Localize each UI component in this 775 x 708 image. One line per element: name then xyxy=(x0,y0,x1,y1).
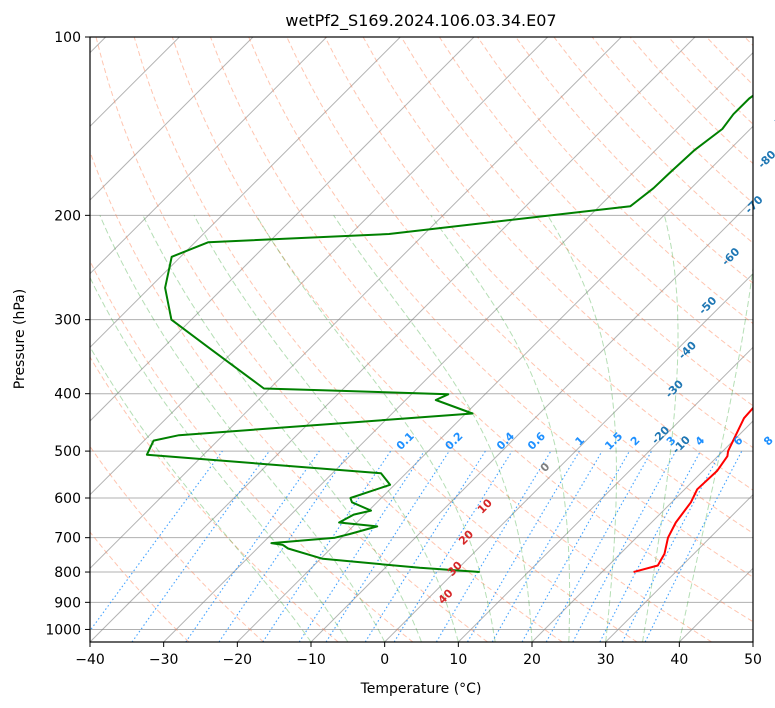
isotherm-line xyxy=(90,37,328,275)
x-tick-label: 30 xyxy=(597,652,615,668)
isotherm-line xyxy=(310,199,753,642)
x-tick-label: −20 xyxy=(223,652,253,668)
isotherm-line xyxy=(163,51,753,642)
moist-adiabat-line xyxy=(333,215,533,642)
mixing-ratio-line xyxy=(90,450,223,632)
dry-adiabat-line xyxy=(90,259,414,642)
isotherm-line xyxy=(531,420,753,642)
y-tick-label: 400 xyxy=(54,387,81,403)
isotherm-line xyxy=(90,37,696,642)
y-tick-label: 1000 xyxy=(45,622,81,638)
y-tick-label: 100 xyxy=(54,30,81,46)
dry-adiabat-line xyxy=(515,37,753,284)
x-tick-label: 20 xyxy=(523,652,541,668)
isotherm-line xyxy=(90,37,401,349)
y-tick-label: 900 xyxy=(54,595,81,611)
moist-adiabat-line xyxy=(142,215,422,642)
dry-adiabat-line xyxy=(400,37,753,407)
mixing-ratio-line xyxy=(521,450,630,642)
y-tick-label: 700 xyxy=(54,531,81,547)
x-tick-label: 0 xyxy=(380,652,389,668)
dry-adiabat-line xyxy=(90,445,264,642)
x-tick-label: −40 xyxy=(75,652,105,668)
background-lines xyxy=(90,37,753,642)
x-tick-label: 50 xyxy=(744,652,762,668)
dry-adiabat-line xyxy=(90,150,488,642)
moist-adiabat-line xyxy=(193,215,459,642)
x-axis-label: Temperature (°C) xyxy=(360,681,482,697)
isotherm-line xyxy=(605,493,753,642)
y-tick-label: 500 xyxy=(54,444,81,460)
temperature-line xyxy=(633,406,753,573)
mixing-ratio-line xyxy=(131,450,270,642)
mixing-ratio-line xyxy=(572,450,677,642)
isotherm-line xyxy=(90,37,549,496)
moist-adiabat-line xyxy=(642,215,679,642)
mixing-ratio-line xyxy=(644,450,743,642)
dry-adiabat-line xyxy=(324,37,753,491)
isotherm-line xyxy=(90,37,622,570)
dry-adiabat-line xyxy=(95,37,563,642)
dewpoint-line xyxy=(145,94,753,573)
x-tick-label: 40 xyxy=(670,652,688,668)
mixing-ratio-line xyxy=(393,450,513,642)
isotherm-line xyxy=(236,125,753,642)
y-tick-label: 200 xyxy=(54,208,81,224)
moist-adiabat-line xyxy=(678,264,753,642)
y-tick-label: 600 xyxy=(54,491,81,507)
isotherm-line xyxy=(90,37,254,201)
isotherm-line xyxy=(90,37,475,422)
mixing-ratio-line xyxy=(298,450,425,642)
moist-adiabat-line xyxy=(547,215,617,642)
dry-adiabat-line xyxy=(90,531,190,642)
dry-adiabat-line xyxy=(133,37,638,642)
mixing-ratio-line xyxy=(218,450,351,642)
x-tick-label: −30 xyxy=(149,652,179,668)
series-layer xyxy=(145,94,753,573)
mixing-ratio-line xyxy=(185,450,320,642)
dry-adiabat-line xyxy=(90,356,339,642)
plot-frame xyxy=(89,36,754,643)
y-tick-label: 300 xyxy=(54,313,81,329)
dry-adiabat-line xyxy=(171,37,712,642)
dry-adiabat-line xyxy=(438,37,753,366)
x-axis-ticks: −40 −30 −20 −10 0 10 20 30 40 50 xyxy=(75,642,762,668)
isotherm-line xyxy=(384,272,753,642)
x-tick-label: 10 xyxy=(449,652,467,668)
x-tick-label: −10 xyxy=(296,652,326,668)
dry-adiabat-line xyxy=(210,37,753,623)
chart-title: wetPf2_S169.2024.106.03.34.E07 xyxy=(285,11,556,31)
y-axis-label: Pressure (hPa) xyxy=(12,289,28,389)
moist-adiabat-line xyxy=(90,346,312,642)
height-label: -90 xyxy=(770,102,775,125)
moist-adiabat-line xyxy=(90,276,349,642)
isotherm-line xyxy=(457,346,753,642)
dry-adiabat-line xyxy=(248,37,753,578)
y-tick-label: 800 xyxy=(54,565,81,581)
moist-adiabat-line xyxy=(430,215,571,642)
moist-adiabat-line xyxy=(255,215,496,642)
mixing-ratio-line xyxy=(545,450,653,642)
y-axis-ticks: 100 200 300 400 500 600 700 800 900 1000 xyxy=(45,30,90,638)
